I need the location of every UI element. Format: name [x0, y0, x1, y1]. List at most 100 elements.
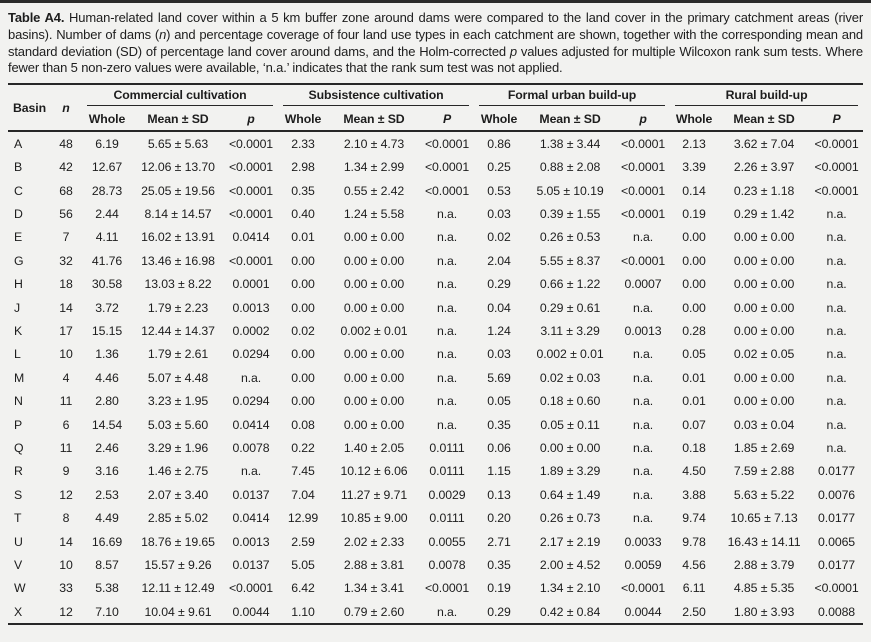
mean-sd-cell: 13.03 ± 8.22 — [144, 277, 212, 292]
mean-sd-cell: 5.63 ± 5.22 — [733, 487, 795, 502]
n-cell: 18 — [59, 277, 73, 292]
basin-cell: D — [14, 207, 23, 222]
basin-cell: N — [14, 394, 23, 409]
table-row: N 11 2.80 3.23 ± 1.95 0.0294 0.00 0.00 ± 0.00 n… — [8, 389, 863, 412]
p-value-cell: 0.0177 — [818, 464, 856, 479]
mean-sd-cell: 0.88 ± 2.08 — [539, 160, 601, 175]
col-header-n: n — [50, 84, 82, 133]
whole-cell: 0.19 — [682, 207, 706, 222]
mean-sd-cell: 5.07 ± 4.48 — [147, 370, 209, 385]
table-row: P 6 14.54 5.03 ± 5.60 0.0414 0.08 0.00 ± 0.00 n… — [8, 413, 863, 436]
mean-sd-cell: 3.23 ± 1.95 — [147, 394, 209, 409]
mean-sd-cell: 2.07 ± 3.40 — [147, 487, 209, 502]
n-cell: 4 — [62, 370, 70, 385]
basin-cell: V — [14, 557, 23, 572]
table-row: H 18 30.58 13.03 ± 8.22 0.0001 0.00 0.00 ± 0.0… — [8, 273, 863, 296]
col-header-mean-sd: Mean ± SD — [718, 108, 811, 133]
p-value-cell: <0.0001 — [620, 183, 666, 198]
basin-cell: K — [14, 324, 23, 338]
p-value-cell: <0.0001 — [620, 160, 666, 175]
p-value-cell: n.a. — [436, 230, 458, 245]
p-value-cell: 0.0055 — [428, 534, 466, 549]
p-value-cell: n.a. — [826, 347, 847, 362]
table-body: A 48 6.19 5.65 ± 5.63 <0.0001 2.33 2.10 ± 4.73… — [8, 131, 863, 624]
whole-cell: 2.53 — [95, 487, 119, 502]
p-value-cell: <0.0001 — [814, 136, 859, 151]
whole-cell: 8.57 — [95, 557, 119, 572]
whole-cell: 0.00 — [682, 277, 706, 292]
table-row: J 14 3.72 1.79 ± 2.23 0.0013 0.00 0.00 ± 0.00 n… — [8, 296, 863, 319]
mean-sd-cell: 1.80 ± 3.93 — [733, 604, 795, 619]
whole-cell: 28.73 — [91, 183, 123, 198]
mean-sd-cell: 2.26 ± 3.97 — [733, 160, 795, 175]
n-cell: 11 — [59, 440, 73, 455]
p-value-cell: 0.0033 — [624, 534, 662, 549]
mean-sd-cell: 3.11 ± 3.29 — [540, 324, 600, 338]
whole-cell: 0.00 — [682, 230, 706, 245]
p-value-cell: 0.0078 — [428, 557, 466, 572]
whole-cell: 0.02 — [487, 230, 511, 245]
whole-cell: 1.24 — [487, 324, 511, 338]
p-value-cell: n.a. — [826, 417, 847, 432]
group-header-row: Basin n Commercial cultivation Subsisten… — [8, 84, 863, 133]
mean-sd-cell: 0.00 ± 0.00 — [343, 253, 405, 268]
whole-cell: 0.00 — [682, 300, 706, 315]
whole-cell: 4.49 — [95, 511, 119, 526]
p-value-cell: 0.0029 — [428, 487, 466, 502]
whole-cell: 0.05 — [682, 347, 706, 362]
mean-sd-cell: 0.29 ± 0.61 — [539, 300, 601, 315]
p-value-cell: n.a. — [632, 487, 654, 502]
mean-sd-cell: 2.85 ± 5.02 — [147, 511, 209, 526]
whole-cell: 2.13 — [682, 136, 706, 151]
whole-cell: 4.46 — [95, 370, 119, 385]
mean-sd-cell: 5.03 ± 5.60 — [147, 417, 209, 432]
n-cell: 6 — [62, 417, 70, 432]
whole-cell: 0.00 — [291, 347, 315, 362]
n-cell: 8 — [62, 511, 70, 526]
p-value-cell: <0.0001 — [814, 183, 859, 198]
mean-sd-cell: 2.02 ± 2.33 — [343, 534, 405, 549]
whole-cell: 5.69 — [487, 370, 511, 385]
mean-sd-cell: 0.03 ± 0.04 — [733, 417, 795, 432]
mean-sd-cell: 7.59 ± 2.88 — [733, 464, 795, 479]
whole-cell: 3.39 — [682, 160, 706, 175]
mean-sd-cell: 1.89 ± 3.29 — [539, 464, 601, 479]
table-row: W 33 5.38 12.11 ± 12.49 <0.0001 6.42 1.34 ± 3.… — [8, 577, 863, 600]
p-value-cell: <0.0001 — [228, 160, 274, 175]
p-value-cell: 0.0059 — [624, 557, 662, 572]
caption-italic-p: p — [509, 43, 517, 59]
p-value-cell: <0.0001 — [228, 207, 274, 222]
whole-cell: 4.50 — [682, 464, 706, 479]
table-header: Basin n Commercial cultivation Subsisten… — [8, 84, 864, 133]
mean-sd-cell: 3.62 ± 7.04 — [733, 136, 795, 151]
n-cell: 68 — [59, 183, 73, 198]
p-value-cell: n.a. — [826, 440, 847, 455]
table-row: S 12 2.53 2.07 ± 3.40 0.0137 7.04 11.27 ± 9.71… — [8, 483, 863, 506]
mean-sd-cell: 0.39 ± 1.55 — [539, 207, 601, 222]
mean-sd-cell: 10.65 ± 7.13 — [730, 511, 798, 526]
p-value-cell: n.a. — [436, 604, 458, 619]
whole-cell: 0.00 — [682, 253, 706, 268]
whole-cell: 0.29 — [487, 604, 511, 619]
mean-sd-cell: 10.04 ± 9.61 — [144, 604, 212, 619]
n-cell: 7 — [62, 230, 70, 245]
table-row: Q 11 2.46 3.29 ± 1.96 0.0078 0.22 1.40 ± 2.05 0… — [8, 436, 863, 459]
mean-sd-cell: 5.65 ± 5.63 — [147, 136, 209, 151]
p-value-cell: 0.0111 — [429, 440, 465, 455]
table-row: U 14 16.69 18.76 ± 19.65 0.0013 2.59 2.02 ± 2.… — [8, 530, 863, 553]
whole-cell: 0.20 — [487, 511, 511, 526]
mean-sd-cell: 0.26 ± 0.53 — [539, 230, 601, 245]
mean-sd-cell: 0.00 ± 0.00 — [733, 370, 795, 385]
n-cell: 14 — [59, 300, 73, 315]
whole-cell: 0.00 — [291, 277, 315, 292]
mean-sd-cell: 0.00 ± 0.00 — [343, 277, 405, 292]
whole-cell: 0.22 — [291, 440, 315, 455]
mean-sd-cell: 0.79 ± 2.60 — [343, 604, 405, 619]
basin-cell: B — [14, 160, 23, 175]
p-value-cell: <0.0001 — [228, 183, 274, 198]
p-value-cell: <0.0001 — [814, 581, 859, 596]
p-value-cell: 0.0414 — [232, 230, 270, 245]
mean-sd-cell: 0.00 ± 0.00 — [733, 253, 795, 268]
mean-sd-cell: 0.05 ± 0.11 — [540, 417, 600, 432]
mean-sd-cell: 16.02 ± 13.91 — [141, 230, 215, 245]
